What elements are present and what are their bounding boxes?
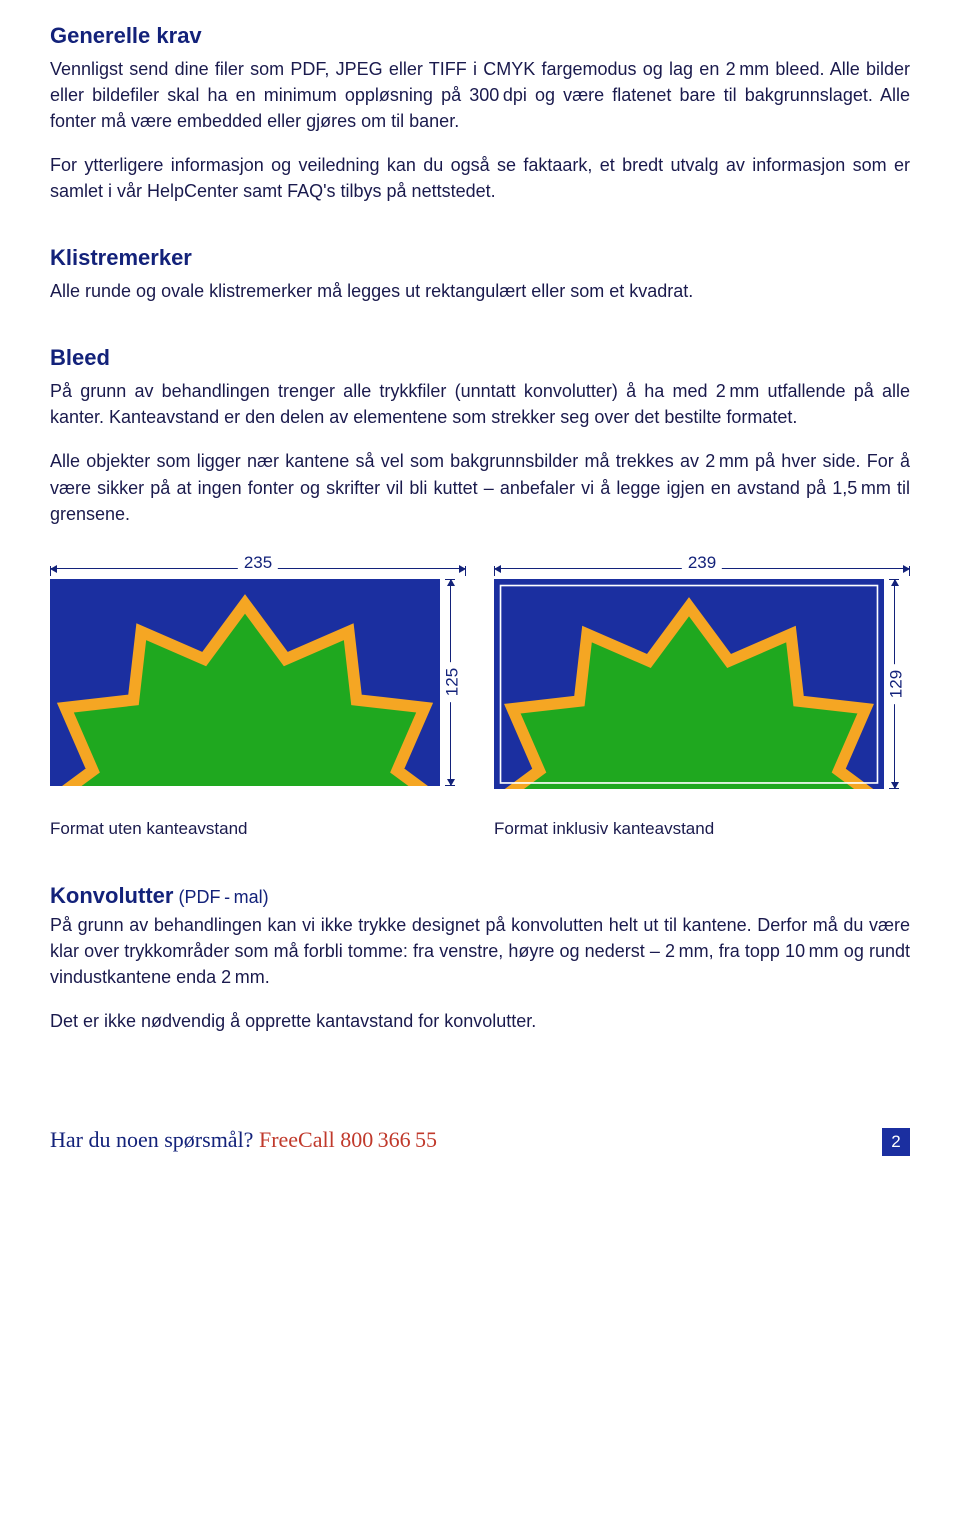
dim-height-left: 125 xyxy=(440,579,466,786)
dim-width-left-label: 235 xyxy=(238,551,278,576)
diagram-with-bleed: 239 129 xyxy=(494,553,910,790)
section-konvolutter: Konvolutter (PDF - mal) På grunn av beha… xyxy=(50,880,910,1034)
section-generelle: Generelle krav Vennligst send dine filer… xyxy=(50,20,910,204)
section-klistremerker: Klistremerker Alle runde og ovale klistr… xyxy=(50,242,910,304)
para-generelle-2: For ytterligere informasjon og veilednin… xyxy=(50,152,910,204)
dim-height-left-label: 125 xyxy=(441,662,466,702)
figure-with-bleed xyxy=(494,579,884,790)
page-footer: Har du noen spørsmål? FreeCall 800 366 5… xyxy=(50,1124,910,1156)
caption-no-bleed: Format uten kanteavstand xyxy=(50,817,466,842)
dim-width-right: 239 xyxy=(494,553,910,579)
footer-contact: Har du noen spørsmål? FreeCall 800 366 5… xyxy=(50,1124,437,1156)
caption-with-bleed: Format inklusiv kanteavstand xyxy=(494,817,910,842)
bleed-diagrams: 235 125 xyxy=(50,553,910,790)
figure-no-bleed xyxy=(50,579,440,786)
heading-generelle: Generelle krav xyxy=(50,20,910,52)
footer-freecall: FreeCall 800 366 55 xyxy=(259,1127,437,1152)
heading-bleed: Bleed xyxy=(50,342,910,374)
section-bleed: Bleed På grunn av behandlingen trenger a… xyxy=(50,342,910,842)
para-bleed-1: På grunn av behandlingen trenger alle tr… xyxy=(50,378,910,430)
page-number: 2 xyxy=(882,1128,910,1156)
para-klistremerker-1: Alle runde og ovale klistremerker må leg… xyxy=(50,278,910,304)
para-konvolutter-2: Det er ikke nødvendig å opprette kantavs… xyxy=(50,1008,910,1034)
diagram-no-bleed: 235 125 xyxy=(50,553,466,790)
dim-height-right: 129 xyxy=(884,579,910,790)
para-bleed-2: Alle objekter som ligger nær kantene så … xyxy=(50,448,910,526)
diagram-captions: Format uten kanteavstand Format inklusiv… xyxy=(50,803,910,842)
dim-height-right-label: 129 xyxy=(885,664,910,704)
para-konvolutter-1: På grunn av behandlingen kan vi ikke try… xyxy=(50,912,910,990)
heading-konvolutter: Konvolutter xyxy=(50,883,173,908)
heading-klistremerker: Klistremerker xyxy=(50,242,910,274)
dim-width-right-label: 239 xyxy=(682,551,722,576)
dim-width-left: 235 xyxy=(50,553,466,579)
heading-konvolutter-sub: (PDF - mal) xyxy=(178,887,268,907)
footer-question: Har du noen spørsmål? xyxy=(50,1127,259,1152)
para-generelle-1: Vennligst send dine filer som PDF, JPEG … xyxy=(50,56,910,134)
